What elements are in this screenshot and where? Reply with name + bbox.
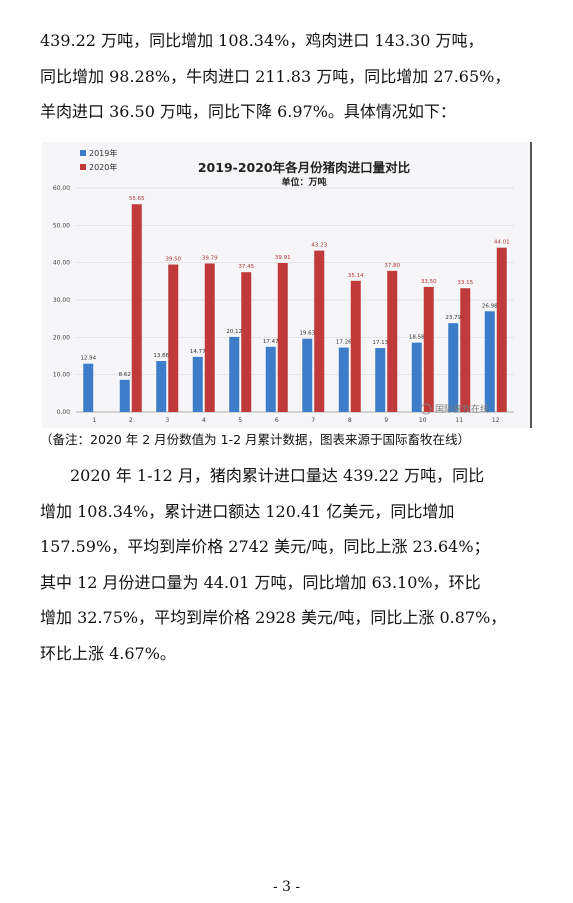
legend-label: 2020年	[89, 162, 117, 172]
summary-line: 环比上涨 4.67%。	[40, 643, 176, 663]
data-label: 14.77	[190, 349, 206, 355]
data-label: 39.50	[165, 257, 181, 263]
legend-label: 2019年	[89, 148, 117, 158]
watermark-icon	[420, 403, 432, 415]
y-tick-label: 40.00	[53, 260, 70, 267]
bar-2019	[411, 342, 422, 412]
bar-2020	[131, 204, 142, 412]
bar-2019	[83, 363, 94, 412]
y-tick-label: 60.00	[53, 185, 70, 192]
x-tick-label: 6	[275, 417, 279, 424]
y-tick-label: 10.00	[53, 372, 70, 379]
bar-2020	[350, 280, 361, 412]
bar-2019	[302, 338, 313, 412]
watermark-text: 国际畜牧在线	[435, 403, 489, 415]
x-tick-label: 12	[492, 417, 500, 424]
data-label: 17.13	[372, 340, 388, 346]
summary-paragraph: 2020 年 1-12 月，猪肉累计进口量达 439.22 万吨，同比 增加 1…	[40, 458, 540, 671]
data-label: 35.14	[348, 273, 364, 279]
data-label: 37.80	[384, 263, 400, 269]
x-tick-label: 2	[129, 417, 133, 424]
summary-line: 2020 年 1-12 月，猪肉累计进口量达 439.22 万吨，同比	[70, 466, 485, 485]
x-tick-label: 11	[455, 417, 463, 424]
data-label: 39.91	[275, 255, 291, 261]
data-label: 20.12	[226, 329, 242, 335]
summary-line: 其中 12 月份进口量为 44.01 万吨，同比增加 63.10%，环比	[40, 572, 481, 592]
data-label: 8.62	[119, 372, 131, 378]
summary-line: 157.59%，平均到岸价格 2742 美元/吨，同比上涨 23.64%；	[40, 537, 490, 556]
data-label: 23.79	[445, 315, 461, 321]
chart-subtitle: 单位：万吨	[281, 176, 326, 188]
bar-2020	[204, 263, 215, 412]
data-label: 43.23	[311, 243, 327, 249]
bar-2020	[460, 288, 471, 412]
summary-line: 增加 32.75%，平均到岸价格 2928 美元/吨，同比上涨 0.87%，	[40, 608, 507, 627]
legend-swatch	[80, 164, 86, 170]
intro-line: 439.22 万吨，同比增加 108.34%，鸡肉进口 143.30 万吨，	[40, 31, 484, 50]
bar-2019	[229, 336, 240, 412]
chart-title: 2019-2020年各月份猪肉进口量对比	[198, 160, 411, 175]
legend-swatch	[80, 150, 86, 156]
data-label: 37.45	[238, 264, 254, 270]
data-label: 33.50	[421, 279, 437, 285]
x-tick-label: 8	[348, 417, 352, 424]
data-label: 55.65	[129, 196, 145, 202]
bar-2020	[423, 286, 434, 412]
bar-2020	[387, 270, 398, 412]
data-label: 26.98	[482, 303, 498, 309]
pork-import-chart: 0.00 10.00 20.00 30.00 40.00 50.00 60.00 2019-2…	[42, 142, 532, 428]
intro-line: 同比增加 98.28%，牛肉进口 211.83 万吨，同比增加 27.65%，	[40, 66, 511, 86]
y-tick-label: 50.00	[53, 222, 70, 229]
y-tick-label: 0.00	[57, 409, 71, 416]
data-label: 39.79	[202, 255, 218, 261]
page-number: - 3 -	[272, 879, 301, 895]
chart-note: （备注：2020 年 2 月份数值为 1-2 月累计数据，图表来源于国际畜牧在线…	[40, 432, 471, 447]
intro-paragraph: 439.22 万吨，同比增加 108.34%，鸡肉进口 143.30 万吨， 同…	[40, 23, 540, 130]
x-tick-label: 9	[384, 417, 388, 424]
bar-2020	[241, 272, 252, 412]
bar-2020	[168, 264, 179, 412]
bar-2019	[156, 361, 167, 412]
x-tick-label: 10	[419, 417, 427, 424]
data-label: 19.63	[299, 331, 315, 337]
x-tick-label: 4	[202, 417, 206, 424]
bar-2019	[265, 346, 276, 412]
data-label: 44.01	[494, 240, 510, 246]
summary-line: 增加 108.34%，累计进口额达 120.41 亿美元，同比增加	[40, 501, 455, 521]
bar-2019	[338, 347, 349, 412]
bar-2020	[496, 247, 507, 412]
data-label: 17.47	[263, 339, 279, 345]
x-tick-label: 3	[165, 417, 169, 424]
data-label: 12.94	[80, 356, 96, 362]
bar-2019	[192, 356, 203, 412]
intro-line: 羊肉进口 36.50 万吨，同比下降 6.97%。具体情况如下：	[40, 102, 456, 121]
x-tick-label: 7	[311, 417, 315, 424]
bar-2020	[314, 250, 325, 412]
data-label: 33.15	[457, 280, 473, 286]
y-tick-label: 30.00	[53, 297, 70, 304]
bar-2019	[484, 311, 495, 412]
data-label: 17.26	[336, 340, 352, 346]
bar-2019	[119, 379, 130, 412]
bar-2019	[448, 323, 459, 412]
chart-canvas: 0.00 10.00 20.00 30.00 40.00 50.00 60.00 2019-2…	[53, 148, 514, 424]
x-tick-label: 1	[92, 417, 96, 424]
bar-2019	[375, 348, 386, 412]
data-label: 13.66	[153, 353, 169, 359]
y-tick-label: 20.00	[53, 334, 70, 341]
bar-2020	[277, 263, 288, 412]
x-tick-label: 5	[238, 417, 242, 424]
data-label: 18.58	[409, 335, 425, 341]
